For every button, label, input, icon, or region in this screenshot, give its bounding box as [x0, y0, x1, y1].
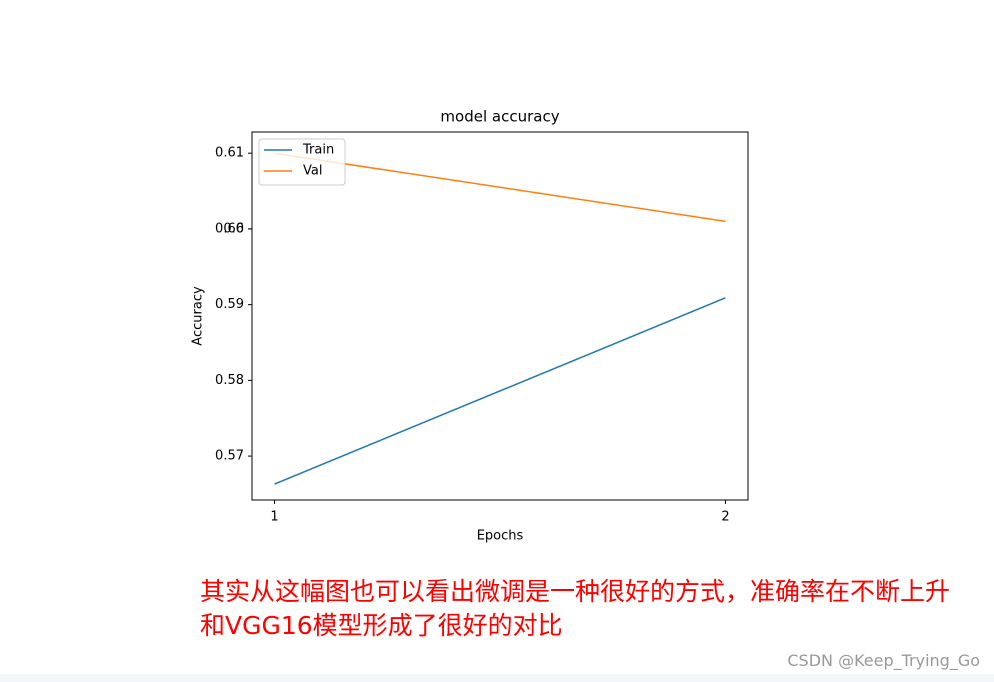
- y-tick-label: 0.61: [215, 146, 244, 161]
- plot-frame: [251, 131, 749, 501]
- legend-label: Train: [302, 143, 334, 158]
- x-tick-label: 2: [721, 510, 729, 525]
- y-tick-label: 0.59: [215, 297, 244, 312]
- x-axis-label: Epochs: [477, 529, 524, 544]
- y-tick-label: 0.58: [215, 373, 244, 388]
- footer-strip: [0, 674, 994, 682]
- y-tick-label: 0.60: [215, 221, 244, 236]
- y-axis-label: Accuracy: [191, 286, 206, 346]
- legend: Train Val: [258, 138, 346, 186]
- series-line: [274, 152, 726, 223]
- y-tick-label: 0.6: [223, 221, 244, 236]
- chart-title: model accuracy: [440, 108, 559, 126]
- y-tick-label: 0.57: [215, 449, 244, 464]
- watermark: CSDN @Keep_Trying_Go: [787, 651, 980, 670]
- x-tick-label: 1: [270, 510, 278, 525]
- annotation: 和VGG16模型形成了很好的对比: [200, 611, 563, 640]
- series-line: [274, 297, 726, 485]
- annotation: 其实从这幅图也可以看出微调是一种很好的方式，准确率在不断上升: [200, 577, 951, 606]
- legend-label: Val: [303, 164, 322, 179]
